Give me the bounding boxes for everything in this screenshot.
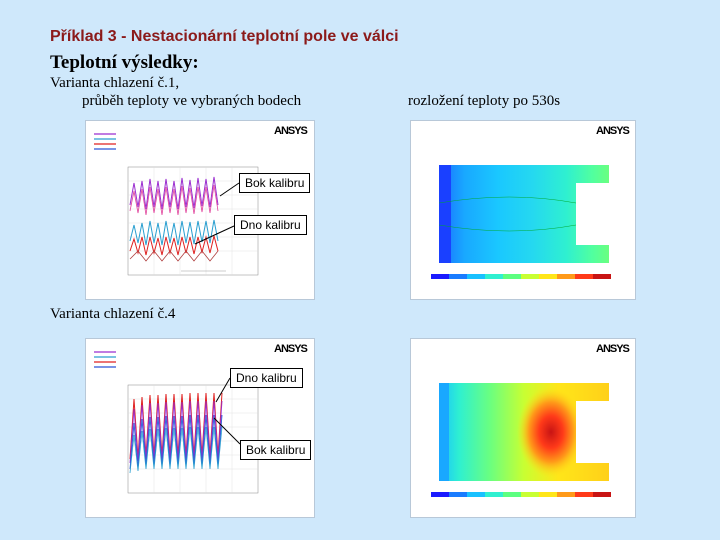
series-fourth-line [129, 235, 219, 256]
ansys-logo: ANSYS [274, 125, 308, 137]
chart-legend-variant4 [94, 351, 116, 368]
variant4-label: Varianta chlazení č.4 [50, 306, 176, 322]
chart-panel-variant1: ANSYS [85, 120, 315, 300]
variant1-description: průběh teploty ve vybraných bodech [82, 93, 302, 109]
right-caption: rozložení teploty po 530s [408, 93, 561, 109]
slide-title: Příklad 3 - Nestacionární teplotní pole … [50, 28, 399, 45]
series-blue-line [129, 414, 223, 470]
contour-panel-variant4: ANSYS [410, 338, 636, 518]
variant1-label: Varianta chlazení č.1, [50, 75, 180, 91]
temperature-history-chart-variant4 [92, 347, 259, 494]
cylinder-section-variant1 [438, 165, 610, 263]
callout-bok-kalibru-variant4: Bok kalibru [240, 440, 312, 460]
series-bok-line [129, 176, 219, 210]
contour-panel-variant1: ANSYS [410, 120, 636, 300]
callout-dno-kalibru-variant4: Dno kalibru [230, 368, 303, 388]
series-fifth-line [129, 250, 219, 262]
callout-bok-kalibru-variant1: Bok kalibru [239, 173, 311, 193]
contour-legend-variant4 [431, 492, 611, 497]
temperature-contour-plot-variant4 [431, 383, 611, 497]
temperature-history-chart-variant1 [92, 129, 259, 276]
contour-legend-variant1 [431, 274, 611, 279]
series-purple-line [129, 400, 223, 464]
ansys-logo: ANSYS [596, 125, 630, 137]
series-third-line [129, 184, 219, 216]
section-title: Teplotní výsledky: [50, 52, 199, 73]
callout-dno-kalibru-variant1: Dno kalibru [234, 215, 307, 235]
series-cyan-line [129, 426, 223, 474]
ansys-logo: ANSYS [274, 343, 308, 355]
temperature-contour-plot-variant1 [431, 165, 611, 279]
cylinder-section-variant4 [439, 383, 610, 481]
series-dno-line [129, 219, 219, 246]
ansys-logo: ANSYS [596, 343, 630, 355]
chart-legend-variant1 [94, 133, 116, 150]
